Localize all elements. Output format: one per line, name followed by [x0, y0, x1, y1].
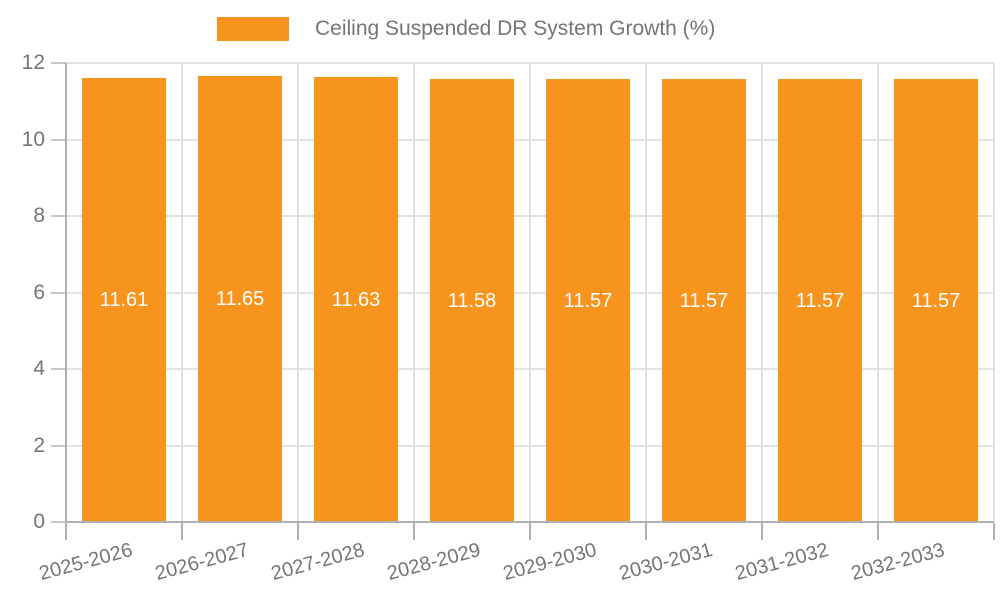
bar[interactable] [778, 79, 862, 522]
bar-value-label: 11.63 [331, 288, 381, 311]
y-tick-label: 2 [33, 433, 45, 457]
x-axis-tick [181, 523, 183, 540]
x-axis-tick [529, 523, 531, 540]
gridline-vertical [181, 63, 183, 522]
x-axis-tick [761, 523, 763, 540]
gridline-vertical [413, 63, 415, 522]
bar-value-label: 11.65 [215, 288, 265, 311]
y-tick-label: 4 [33, 357, 45, 380]
y-tick-label: 0 [33, 510, 45, 533]
x-axis-tick [65, 523, 67, 540]
legend-label: Ceiling Suspended DR System Growth (%) [315, 17, 716, 40]
bar-value-label: 11.57 [795, 289, 845, 312]
y-axis-line [65, 63, 67, 522]
bar[interactable] [546, 79, 630, 522]
legend[interactable]: Ceiling Suspended DR System Growth (%) [217, 17, 715, 41]
y-tick-label: 8 [33, 204, 45, 227]
y-axis-tick [51, 521, 66, 523]
y-axis-tick [51, 62, 66, 64]
x-axis-tick [993, 523, 995, 540]
x-axis-tick [297, 523, 299, 540]
bar[interactable] [314, 77, 398, 522]
x-axis-tick [413, 523, 415, 540]
bar[interactable] [894, 79, 978, 522]
bar[interactable] [430, 79, 514, 522]
x-axis-line [66, 521, 994, 523]
y-tick-label: 12 [21, 51, 45, 74]
bar-value-label: 11.57 [563, 289, 613, 312]
gridline-vertical [297, 63, 299, 522]
gridline-vertical [645, 63, 647, 522]
y-axis-tick [51, 138, 66, 141]
y-axis-tick [51, 215, 66, 217]
x-axis-tick [877, 523, 879, 540]
bar-value-label: 11.61 [99, 288, 149, 311]
y-axis-tick [51, 444, 66, 447]
legend-swatch-icon [217, 17, 289, 41]
y-tick-label: 10 [21, 127, 45, 151]
gridline-vertical [993, 63, 995, 522]
bar[interactable] [662, 79, 746, 522]
x-axis-tick [645, 523, 647, 540]
bar-value-label: 11.57 [911, 289, 961, 312]
bar-value-label: 11.57 [679, 289, 729, 312]
bar-value-label: 11.58 [447, 289, 497, 312]
y-axis-tick [51, 368, 66, 370]
bar[interactable] [82, 77, 166, 522]
gridline-vertical [877, 63, 879, 522]
gridline-vertical [529, 63, 531, 522]
bar[interactable] [198, 76, 282, 522]
y-tick-label: 6 [33, 280, 45, 304]
y-axis-tick [51, 291, 66, 294]
gridline-vertical [761, 63, 763, 522]
